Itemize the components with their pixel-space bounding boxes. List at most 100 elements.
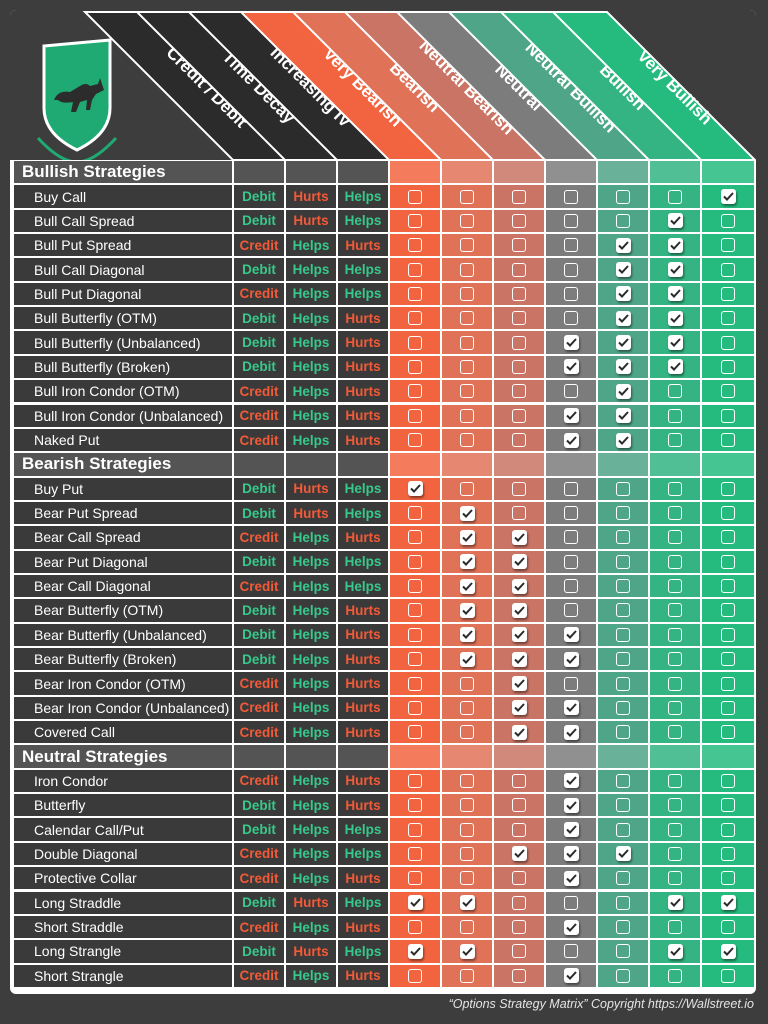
checkbox-checked	[615, 262, 631, 278]
checkbox-empty	[408, 725, 422, 740]
checkbox-empty	[721, 871, 735, 886]
checkbox-cell-neutral-bearish	[494, 307, 544, 330]
time-decay-tag: Helps	[286, 648, 336, 671]
time-decay-tag: Helps	[286, 964, 336, 987]
checkbox-cell-bearish	[442, 842, 492, 866]
strategy-name: Bull Iron Condor (OTM)	[14, 380, 232, 403]
checkmark-icon	[513, 703, 525, 713]
checkbox-cell-bearish	[442, 915, 492, 939]
checkbox-empty	[616, 603, 630, 618]
checkbox-empty	[408, 384, 422, 399]
checkbox-cell-very-bullish	[702, 599, 754, 622]
strategy-name: Bear Put Spread	[14, 501, 232, 525]
increasing-iv-tag: Hurts	[338, 526, 388, 549]
checkbox-empty	[668, 530, 682, 545]
credit-debit-tag: Debit	[234, 331, 284, 354]
credit-debit-tag: Credit	[234, 574, 284, 598]
checkbox-cell-neutral-bullish	[598, 404, 648, 427]
checkbox-empty	[460, 189, 474, 204]
time-decay-tag: Hurts	[286, 209, 336, 233]
checkbox-empty	[721, 213, 735, 228]
time-decay-tag: Helps	[286, 355, 336, 379]
checkbox-empty	[668, 700, 682, 715]
checkbox-cell-very-bearish	[390, 867, 440, 890]
checkbox-empty	[408, 627, 422, 642]
section-header-neutral-bullish	[598, 453, 648, 476]
increasing-iv-tag: Hurts	[338, 380, 388, 403]
checkbox-empty	[668, 408, 682, 423]
checkmark-icon	[722, 192, 734, 201]
checkbox-cell-neutral-bullish	[598, 794, 648, 817]
checkbox-empty	[616, 968, 630, 983]
credit-debit-tag: Debit	[234, 307, 284, 330]
checkbox-cell-bearish	[442, 209, 492, 233]
checkbox-empty	[512, 213, 526, 228]
time-decay-tag: Helps	[286, 307, 336, 330]
checkbox-cell-neutral-bullish	[598, 331, 648, 354]
checkbox-cell-neutral	[546, 526, 596, 549]
checkbox-cell-bearish	[442, 380, 492, 403]
strategy-name: Buy Call	[14, 185, 232, 208]
credit-debit-tag: Debit	[234, 940, 284, 963]
checkbox-cell-neutral-bullish	[598, 428, 648, 452]
increasing-iv-tag: Helps	[338, 891, 388, 914]
checkbox-checked	[615, 383, 631, 399]
checkbox-empty	[408, 335, 422, 350]
checkbox-empty	[721, 359, 735, 374]
section-header-neutral-bearish	[494, 453, 544, 476]
checkbox-empty	[460, 359, 474, 374]
checkbox-cell-very-bearish	[390, 696, 440, 720]
checkbox-empty	[668, 822, 682, 837]
checkbox-checked	[459, 627, 475, 643]
checkmark-icon	[669, 338, 681, 348]
checkbox-cell-bullish	[650, 648, 700, 671]
checkbox-empty	[408, 700, 422, 715]
checkbox-cell-bullish	[650, 696, 700, 720]
checkbox-cell-bullish	[650, 282, 700, 306]
checkbox-checked	[407, 481, 423, 497]
increasing-iv-tag: Hurts	[338, 696, 388, 720]
checkbox-cell-very-bearish	[390, 258, 440, 281]
checkbox-cell-bullish	[650, 550, 700, 573]
checkbox-empty	[512, 895, 526, 910]
checkbox-cell-neutral-bullish	[598, 672, 648, 695]
checkbox-cell-neutral-bullish	[598, 209, 648, 233]
time-decay-tag: Helps	[286, 380, 336, 403]
checkbox-cell-very-bullish	[702, 380, 754, 403]
checkbox-cell-bullish	[650, 501, 700, 525]
checkbox-cell-very-bullish	[702, 721, 754, 744]
checkbox-cell-neutral-bullish	[598, 282, 648, 306]
checkbox-cell-very-bullish	[702, 623, 754, 646]
checkbox-empty	[721, 798, 735, 813]
checkbox-cell-bearish	[442, 526, 492, 549]
increasing-iv-tag: Hurts	[338, 599, 388, 622]
checkbox-empty	[721, 822, 735, 837]
credit-debit-tag: Debit	[234, 355, 284, 379]
credit-debit-tag: Debit	[234, 501, 284, 525]
checkbox-checked	[563, 870, 579, 886]
checkbox-cell-neutral-bullish	[598, 477, 648, 500]
checkbox-cell-very-bearish	[390, 331, 440, 354]
checkbox-empty	[564, 213, 578, 228]
section-header-very-bearish	[390, 745, 440, 768]
checkbox-cell-neutral-bullish	[598, 721, 648, 744]
checkmark-icon	[565, 971, 577, 981]
checkbox-empty	[668, 554, 682, 569]
checkbox-cell-neutral-bullish	[598, 380, 648, 403]
checkbox-cell-bearish	[442, 623, 492, 646]
checkmark-icon	[565, 630, 577, 640]
time-decay-tag: Helps	[286, 331, 336, 354]
checkbox-empty	[408, 603, 422, 618]
checkbox-cell-bearish	[442, 234, 492, 257]
checkmark-icon	[669, 898, 681, 908]
checkbox-checked	[511, 676, 527, 692]
checkbox-checked	[563, 335, 579, 351]
increasing-iv-tag: Hurts	[338, 623, 388, 646]
strategy-name: Bear Call Diagonal	[14, 574, 232, 598]
time-decay-tag: Helps	[286, 428, 336, 452]
checkmark-icon	[513, 630, 525, 640]
checkbox-checked	[563, 700, 579, 716]
checkmark-icon	[565, 362, 577, 372]
checkbox-empty	[721, 262, 735, 277]
increasing-iv-tag: Hurts	[338, 915, 388, 939]
